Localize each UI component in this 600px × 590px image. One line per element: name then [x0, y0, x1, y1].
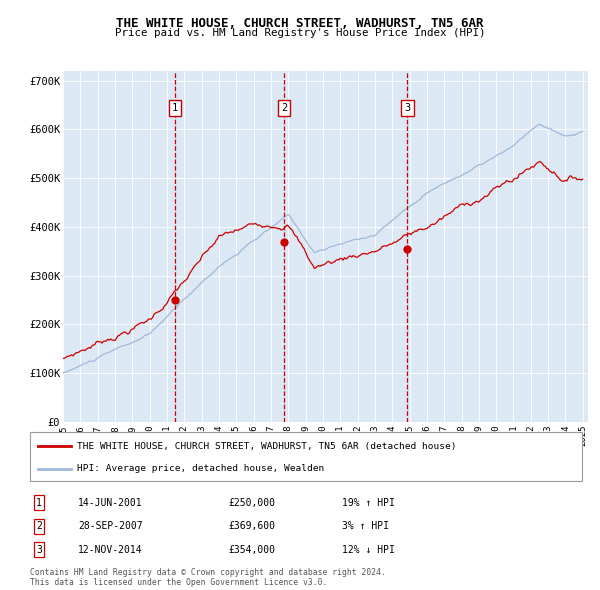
FancyBboxPatch shape: [30, 432, 582, 481]
Text: THE WHITE HOUSE, CHURCH STREET, WADHURST, TN5 6AR (detached house): THE WHITE HOUSE, CHURCH STREET, WADHURST…: [77, 441, 457, 451]
Text: 3: 3: [404, 103, 410, 113]
Text: £369,600: £369,600: [228, 522, 275, 531]
Text: 3% ↑ HPI: 3% ↑ HPI: [342, 522, 389, 531]
Text: Price paid vs. HM Land Registry's House Price Index (HPI): Price paid vs. HM Land Registry's House …: [115, 28, 485, 38]
Text: £250,000: £250,000: [228, 498, 275, 507]
Text: 12-NOV-2014: 12-NOV-2014: [78, 545, 143, 555]
Text: 12% ↓ HPI: 12% ↓ HPI: [342, 545, 395, 555]
Text: 3: 3: [36, 545, 42, 555]
Text: 19% ↑ HPI: 19% ↑ HPI: [342, 498, 395, 507]
Text: 1: 1: [36, 498, 42, 507]
Text: HPI: Average price, detached house, Wealden: HPI: Average price, detached house, Weal…: [77, 464, 324, 473]
Text: 2: 2: [281, 103, 287, 113]
Text: 1: 1: [172, 103, 178, 113]
Text: £354,000: £354,000: [228, 545, 275, 555]
Text: 28-SEP-2007: 28-SEP-2007: [78, 522, 143, 531]
Text: 2: 2: [36, 522, 42, 531]
Text: Contains HM Land Registry data © Crown copyright and database right 2024.
This d: Contains HM Land Registry data © Crown c…: [30, 568, 386, 587]
Text: THE WHITE HOUSE, CHURCH STREET, WADHURST, TN5 6AR: THE WHITE HOUSE, CHURCH STREET, WADHURST…: [116, 17, 484, 30]
Text: 14-JUN-2001: 14-JUN-2001: [78, 498, 143, 507]
